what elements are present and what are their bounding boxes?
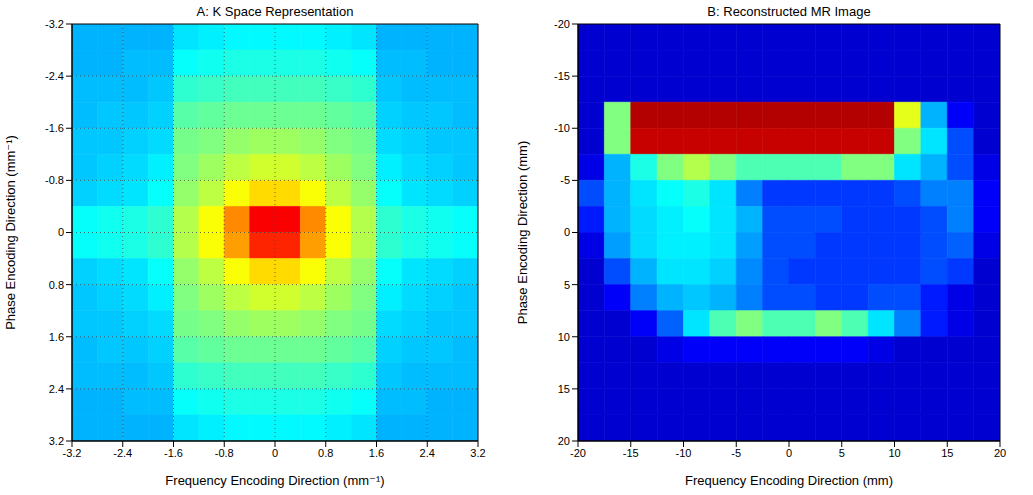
svg-text:Phase Encoding Direction (mm⁻¹: Phase Encoding Direction (mm⁻¹) — [3, 135, 18, 330]
svg-text:0: 0 — [786, 447, 792, 459]
svg-text:-0.8: -0.8 — [45, 174, 64, 186]
svg-text:20: 20 — [558, 435, 570, 447]
svg-text:3.2: 3.2 — [49, 435, 64, 447]
svg-text:-3.2: -3.2 — [45, 18, 64, 30]
svg-text:-1.6: -1.6 — [45, 122, 64, 134]
svg-text:15: 15 — [558, 383, 570, 395]
svg-text:-3.2: -3.2 — [63, 447, 82, 459]
svg-text:5: 5 — [564, 279, 570, 291]
svg-text:20: 20 — [994, 447, 1006, 459]
html-text:B: Reconstructed MR Image: B: Reconstructed MR Image — [707, 4, 871, 19]
svg-text:0.8: 0.8 — [49, 279, 64, 291]
html-text:A: K Space Representation: A: K Space Representation — [196, 4, 354, 19]
svg-text:-0.8: -0.8 — [215, 447, 234, 459]
svg-text:0: 0 — [272, 447, 278, 459]
svg-text:Phase Encoding Direction (mm): Phase Encoding Direction (mm) — [515, 141, 530, 325]
svg-text:0.8: 0.8 — [318, 447, 333, 459]
svg-text:3.2: 3.2 — [470, 447, 485, 459]
svg-text:5: 5 — [839, 447, 845, 459]
svg-text:-2.4: -2.4 — [45, 70, 64, 82]
svg-text:-5: -5 — [560, 174, 570, 186]
svg-text:-15: -15 — [554, 70, 570, 82]
svg-text:-2.4: -2.4 — [113, 447, 132, 459]
svg-text:Frequency Encoding Direction (: Frequency Encoding Direction (mm⁻¹) — [165, 473, 384, 488]
svg-text:0: 0 — [58, 226, 64, 238]
svg-text:-1.6: -1.6 — [164, 447, 183, 459]
svg-text:-15: -15 — [623, 447, 639, 459]
svg-text:-20: -20 — [554, 18, 570, 30]
svg-text:10: 10 — [558, 331, 570, 343]
svg-text:-5: -5 — [731, 447, 741, 459]
svg-text:15: 15 — [941, 447, 953, 459]
svg-text:-10: -10 — [554, 122, 570, 134]
svg-text:10: 10 — [888, 447, 900, 459]
svg-text:-20: -20 — [570, 447, 586, 459]
svg-text:Frequency Encoding Direction (: Frequency Encoding Direction (mm) — [685, 473, 893, 488]
svg-text:2.4: 2.4 — [49, 383, 64, 395]
svg-text:-10: -10 — [676, 447, 692, 459]
svg-text:2.4: 2.4 — [420, 447, 435, 459]
svg-text:1.6: 1.6 — [49, 331, 64, 343]
svg-text:1.6: 1.6 — [369, 447, 384, 459]
svg-text:0: 0 — [564, 226, 570, 238]
